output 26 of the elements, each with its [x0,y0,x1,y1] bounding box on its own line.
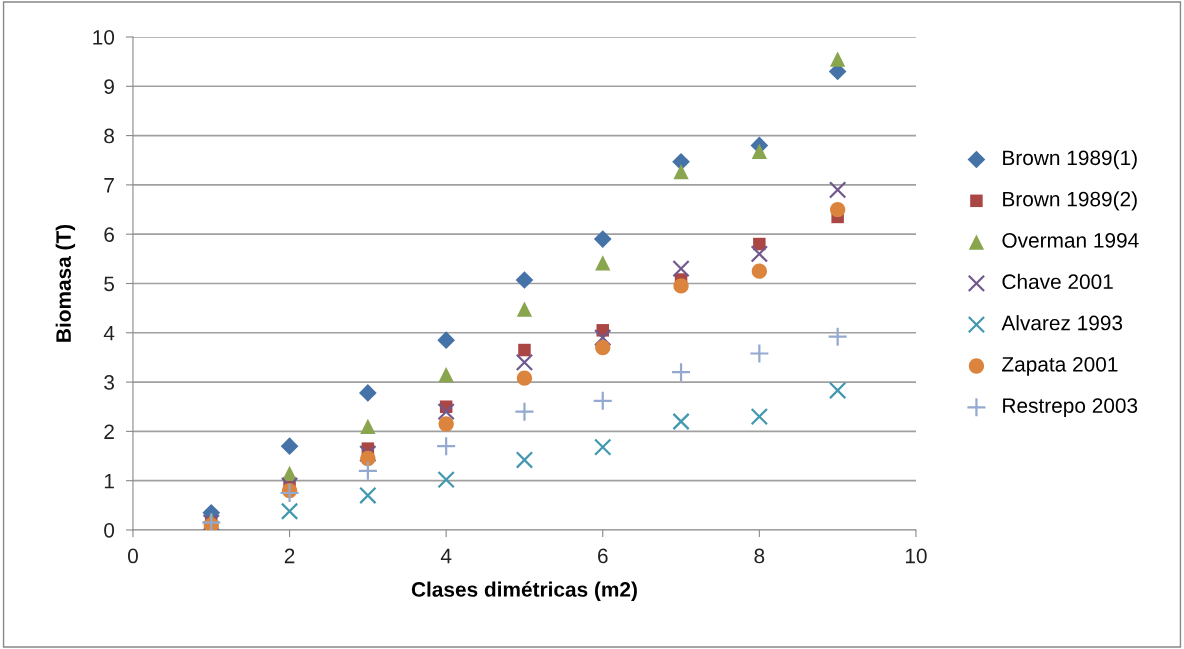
legend-label: Brown 1989(1) [1003,149,1137,170]
x-tick-label: 2 [284,548,295,564]
y-tick-label: 1 [104,473,114,489]
legend-label: Chave 2001 [1002,273,1113,290]
legend-label: Alvarez 1993 [1001,315,1123,331]
y-tick-label: 6 [104,227,114,242]
legend-label: Brown 1989(2) [1003,191,1137,211]
y-tick-label: 0 [104,522,115,538]
y-tick-label: 4 [103,326,115,341]
legend-label: Zapata 2001 [1002,356,1118,376]
y-tick-label: 10 [93,29,115,45]
x-tick-label: 4 [440,548,452,564]
legend-label: Overman 1994 [1002,233,1139,248]
y-tick-label: 9 [104,79,114,95]
x-tick-label: 8 [754,548,765,564]
y-tick-label: 5 [104,276,115,292]
x-tick-label: 0 [127,548,138,564]
y-tick-label: 7 [104,178,114,193]
y-tick-label: 8 [104,128,114,144]
legend-label: Restrepo 2003 [1003,398,1138,418]
y-tick-label: 2 [104,424,114,439]
x-axis-title: Clases dimétricas (m2) [411,581,637,601]
y-axis-title: Biomasa (T) [55,224,76,342]
y-tick-label: 3 [104,375,114,390]
x-tick-label: 10 [905,548,927,564]
x-tick-label: 6 [598,548,608,564]
